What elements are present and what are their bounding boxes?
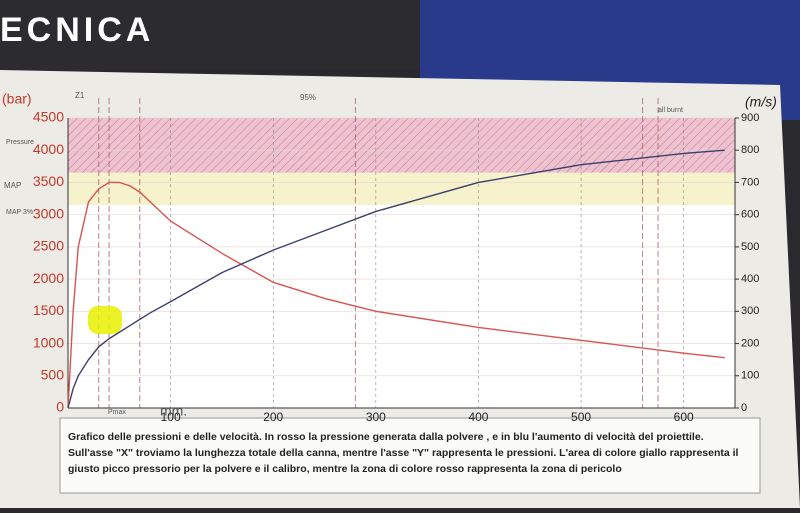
y2-tick-label: 600 [741,209,759,221]
annotation: MAP 3% [6,209,33,216]
x-tick-label: 100 [161,410,181,424]
y-tick-label: 2500 [33,238,64,254]
caption-line: Sull'asse "X" troviamo la lunghezza tota… [68,447,739,459]
annotation: mm. [160,403,187,419]
y2-tick-label: 400 [741,273,759,285]
y2-tick-label: 0 [741,402,747,414]
x-tick-label: 400 [468,410,488,424]
y-tick-label: 4000 [33,141,64,157]
header-title: ECNICA [0,11,154,49]
y-tick-label: 3000 [33,205,64,221]
y-tick-label: 500 [41,366,65,382]
annotation: Pmax [108,409,126,416]
y-axis-label: (bar) [2,91,32,107]
annotation: 95% [300,93,316,102]
x-tick-label: 600 [674,410,694,424]
caption-line: Grafico delle pressioni e delle velocità… [68,431,704,443]
y2-tick-label: 200 [741,337,759,349]
y-tick-label: 1500 [33,302,64,318]
y2-tick-label: 700 [741,176,759,188]
band-hatch [68,118,735,173]
caption-box [59,417,761,494]
y2-tick-label: 900 [741,112,759,124]
series-line [67,149,725,409]
y2-axis-label: (m/s) [745,94,777,110]
caption-line: giusto picco pressorio per la polvere e … [68,463,622,475]
series-line [67,181,725,409]
y-tick-label: 3500 [33,173,64,189]
y-tick-label: 0 [56,399,64,415]
annotation: Z1 [75,91,85,100]
y-tick-label: 1000 [33,334,64,350]
y-tick-label: 4500 [33,109,64,125]
band [68,172,735,205]
y2-tick-label: 300 [741,305,759,317]
annotation: all burnt [658,107,683,114]
x-tick-label: 200 [263,410,283,424]
annotation: Pressure [6,139,34,146]
y2-tick-label: 500 [741,241,759,253]
x-tick-label: 500 [571,410,591,424]
highlighter [88,306,122,334]
x-tick-label: 300 [366,410,386,424]
y2-tick-label: 800 [741,144,759,156]
y-tick-label: 2000 [33,270,64,286]
annotation: MAP [4,181,21,190]
y2-tick-label: 100 [741,370,759,382]
